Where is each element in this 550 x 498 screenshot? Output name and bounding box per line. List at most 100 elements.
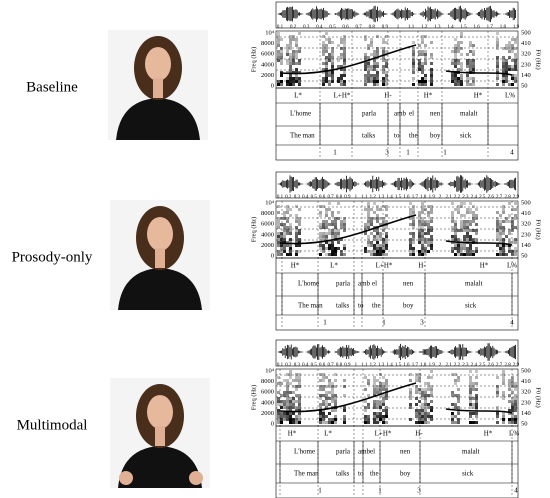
- spectro-cell: [421, 406, 424, 409]
- spectro-cell: [412, 77, 415, 80]
- spectro-cell: [418, 412, 421, 415]
- spectro-cell: [424, 62, 427, 65]
- spectro-cell: [280, 403, 283, 406]
- spectro-cell: [424, 400, 427, 403]
- spectro-cell: [382, 247, 385, 250]
- face: [145, 47, 171, 81]
- spectro-cell: [511, 253, 514, 256]
- spectro-cell: [328, 241, 331, 244]
- spectro-cell: [286, 244, 289, 247]
- spectro-cell: [277, 44, 280, 47]
- spectro-cell: [409, 253, 412, 256]
- spectro-cell: [364, 418, 367, 421]
- time-tick-label: 2.2: [454, 195, 461, 200]
- spectro-cell: [331, 229, 334, 232]
- spectro-cell: [421, 403, 424, 406]
- spectro-cell: [454, 415, 457, 418]
- spectro-cell: [286, 400, 289, 403]
- spectro-cell: [364, 80, 367, 83]
- spectro-cell: [511, 59, 514, 62]
- spectro-cell: [295, 77, 298, 80]
- spectro-cell: [319, 397, 322, 400]
- spectro-cell: [457, 394, 460, 397]
- spectro-cell: [376, 53, 379, 56]
- spectro-cell: [376, 235, 379, 238]
- spectro-cell: [334, 226, 337, 229]
- spectro-cell: [469, 415, 472, 418]
- spectro-cell: [337, 217, 340, 220]
- spectro-cell: [364, 77, 367, 80]
- spectro-cell: [430, 247, 433, 250]
- spectro-cell: [373, 74, 376, 77]
- spectro-cell: [430, 238, 433, 241]
- spectro-cell: [328, 56, 331, 59]
- spectro-cell: [382, 71, 385, 74]
- spectro-cell: [337, 229, 340, 232]
- time-tick-label: 0.6: [319, 195, 326, 200]
- spectro-cell: [421, 397, 424, 400]
- spectro-cell: [289, 47, 292, 50]
- spectro-cell: [295, 205, 298, 208]
- gloss: to: [358, 470, 364, 478]
- spectro-cell: [385, 382, 388, 385]
- spectro-cell: [322, 376, 325, 379]
- spectro-cell: [298, 59, 301, 62]
- spectro-cell: [508, 65, 511, 68]
- spectro-cell: [385, 220, 388, 223]
- spectro-cell: [412, 241, 415, 244]
- spectro-cell: [364, 35, 367, 38]
- spectro-cell: [424, 232, 427, 235]
- spectro-cell: [370, 253, 373, 256]
- spectro-cell: [505, 217, 508, 220]
- spectro-cell: [385, 83, 388, 86]
- spectro-cell: [325, 47, 328, 50]
- spectro-cell: [415, 379, 418, 382]
- spectro-cell: [466, 232, 469, 235]
- f0-tick: 500: [521, 367, 531, 374]
- spectro-cell: [379, 418, 382, 421]
- spectro-cell: [508, 241, 511, 244]
- spectro-cell: [376, 229, 379, 232]
- spectro-cell: [469, 211, 472, 214]
- spectro-cell: [418, 80, 421, 83]
- spectro-cell: [451, 226, 454, 229]
- spectro-cell: [367, 418, 370, 421]
- spectro-cell: [319, 214, 322, 217]
- spectro-cell: [508, 382, 511, 385]
- spectro-cell: [457, 418, 460, 421]
- spectro-cell: [382, 418, 385, 421]
- freq-tick: 4000: [261, 231, 274, 238]
- time-tick-label: 2.1: [445, 195, 452, 200]
- spectro-cell: [322, 226, 325, 229]
- spectro-cell: [463, 244, 466, 247]
- spectro-cell: [322, 388, 325, 391]
- spectro-cell: [295, 232, 298, 235]
- spectro-cell: [469, 77, 472, 80]
- spectro-cell: [328, 83, 331, 86]
- spectro-cell: [511, 38, 514, 41]
- spectro-cell: [499, 223, 502, 226]
- spectro-cell: [496, 421, 499, 424]
- spectro-cell: [376, 391, 379, 394]
- spectro-cell: [325, 208, 328, 211]
- spectro-cell: [277, 397, 280, 400]
- f0-tick: 140: [521, 242, 531, 249]
- spectro-cell: [511, 68, 514, 71]
- spectro-cell: [373, 62, 376, 65]
- spectro-cell: [322, 41, 325, 44]
- gloss: sick: [460, 132, 472, 140]
- spectro-cell: [511, 50, 514, 53]
- word: malalt: [465, 280, 483, 288]
- spectro-cell: [511, 83, 514, 86]
- spectro-cell: [454, 77, 457, 80]
- spectro-cell: [379, 250, 382, 253]
- spectro-cell: [451, 50, 454, 53]
- spectro-cell: [280, 47, 283, 50]
- gloss: sick: [462, 470, 474, 478]
- spectro-cell: [496, 412, 499, 415]
- spectro-cell: [502, 74, 505, 77]
- spectro-cell: [367, 244, 370, 247]
- spectro-cell: [292, 403, 295, 406]
- spectro-cell: [514, 421, 517, 424]
- spectro-cell: [325, 68, 328, 71]
